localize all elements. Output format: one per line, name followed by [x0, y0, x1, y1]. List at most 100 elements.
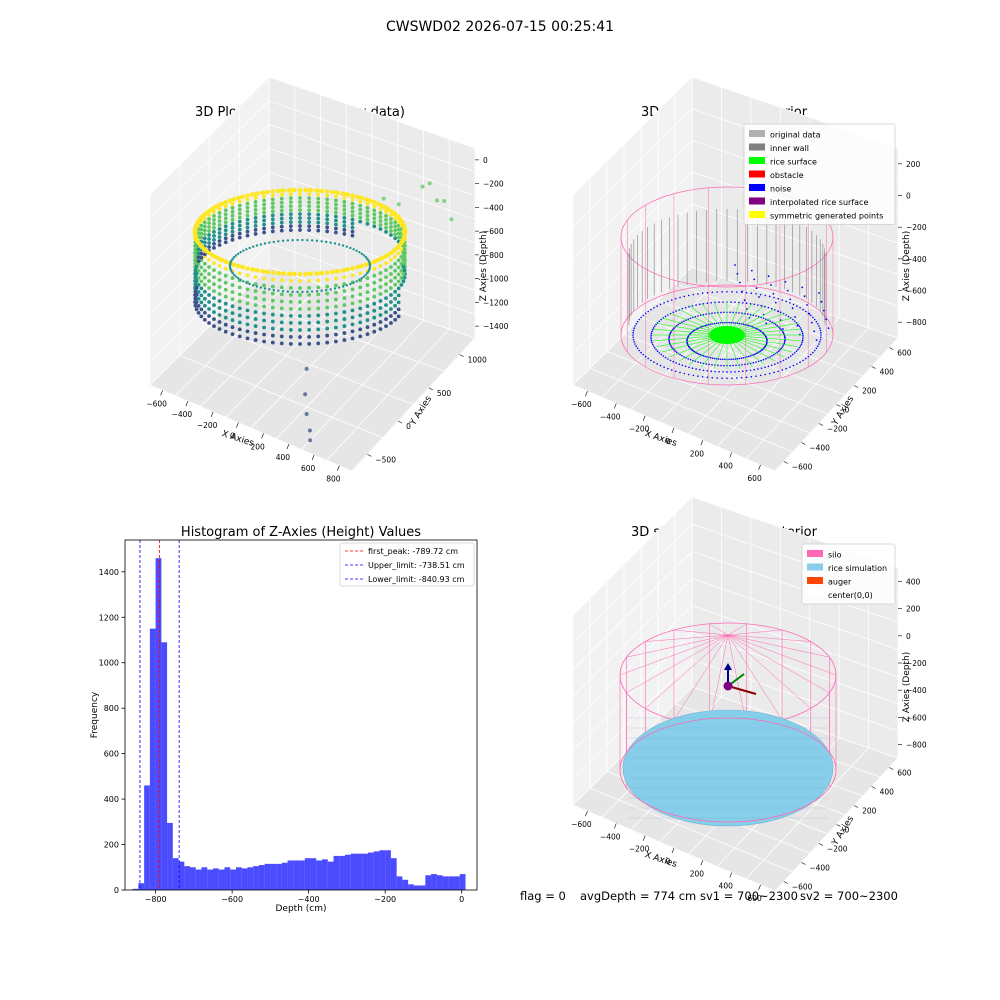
classify-noise-point: [777, 310, 780, 313]
raw-point: [262, 325, 266, 330]
classify-z-tick-label: −800: [906, 318, 927, 327]
raw-point: [341, 244, 345, 247]
raw-point: [307, 285, 312, 290]
sim-gridline-y: [572, 615, 776, 892]
sim-legend-swatch: [807, 550, 823, 557]
histogram-y-ticks: 0 200 400 600 800 1000 1200 1400: [99, 568, 125, 895]
classify-y-tick-label: 600: [897, 349, 912, 358]
raw-point: [286, 271, 292, 277]
classify-noise-point: [774, 323, 777, 326]
classify-noise-point: [757, 360, 760, 363]
classify-noise-point: [675, 351, 678, 354]
raw-point: [223, 259, 229, 264]
raw-point: [212, 218, 216, 222]
raw-point: [219, 201, 225, 207]
classify-noise-point: [698, 303, 701, 306]
raw-point: [330, 189, 335, 195]
raw-point: [372, 301, 377, 306]
classify-noise-point: [714, 312, 716, 314]
raw-point: [325, 193, 330, 198]
classify-y-tick-mark: [801, 442, 806, 445]
raw-point: [223, 294, 228, 299]
raw-gridline-y: [179, 165, 383, 439]
sim-legend-label: silo: [828, 551, 842, 560]
histogram-bar: [213, 868, 219, 890]
classify-noise-point: [692, 330, 695, 332]
classify-noise-point: [785, 358, 787, 360]
classify-noise-point: [684, 306, 687, 309]
classify-z-tick-label: −600: [906, 287, 927, 296]
classify-noise-point: [806, 304, 808, 306]
raw-point: [230, 311, 235, 316]
raw-y-tick-label: 1000: [468, 356, 487, 365]
raw-point: [335, 268, 340, 274]
raw-point: [202, 310, 207, 315]
histogram-bar: [201, 867, 208, 890]
raw-point: [384, 282, 388, 286]
raw-point: [396, 293, 401, 298]
classify-noise-point: [749, 369, 752, 372]
sim-z-tick-label: −600: [906, 713, 927, 722]
classify-noise-point: [653, 361, 655, 364]
raw-point: [316, 306, 321, 311]
sim-x-tick-mark: [614, 823, 617, 829]
classify-noise-point: [741, 312, 743, 315]
classify-noise-point: [809, 314, 812, 317]
classify-noise-point: [796, 324, 799, 327]
raw-point: [378, 320, 383, 324]
raw-point: [325, 319, 330, 324]
classify-noise-point: [709, 323, 712, 325]
classify-noise-point: [672, 360, 675, 363]
raw-point: [379, 256, 384, 261]
raw-point: [230, 297, 235, 302]
classify-noise-point: [750, 292, 753, 295]
classify-noise-point: [747, 324, 750, 327]
classify-noise-point: [816, 323, 819, 325]
classify-noise-point: [674, 350, 677, 352]
classify-noise-point: [650, 359, 652, 362]
raw-point: [342, 216, 347, 220]
classify-noise-point: [759, 350, 762, 352]
raw-point: [288, 196, 293, 201]
raw-point: [288, 212, 293, 217]
classify-noise-point: [706, 376, 709, 379]
raw-point: [325, 217, 330, 222]
raw-point: [262, 297, 266, 302]
raw-point: [217, 327, 222, 331]
raw-point: [212, 214, 216, 218]
raw-point: [325, 326, 330, 331]
raw-point: [207, 233, 211, 237]
raw-point: [196, 296, 201, 301]
raw-gridline-y: [268, 77, 476, 339]
raw-point: [202, 317, 207, 322]
raw-point: [270, 319, 275, 324]
sim-axis-x: [727, 685, 757, 695]
raw-point: [270, 229, 275, 234]
histogram-y-tick-label: 800: [104, 704, 119, 713]
raw-point: [399, 247, 404, 252]
classify-noise-point: [782, 332, 785, 335]
sim-gridline-y: [589, 598, 793, 873]
classify-noise-point: [692, 293, 695, 296]
raw-point: [253, 296, 258, 300]
raw-point: [310, 290, 314, 293]
raw-point: [202, 236, 207, 241]
raw-point: [207, 321, 211, 325]
simulation-3d-plot: 3D simulation of Silo Interior −600−400−…: [571, 496, 927, 903]
raw-point: [378, 264, 383, 268]
raw-point: [298, 307, 302, 311]
classify-noise-point: [640, 316, 642, 319]
sim-silo-roof-line: [626, 634, 729, 658]
classify-noise-point: [702, 355, 705, 357]
classify-noise-point: [749, 313, 752, 316]
raw-point: [342, 208, 347, 212]
raw-point: [307, 313, 312, 318]
raw-point: [202, 268, 207, 273]
raw-point: [270, 291, 275, 296]
sim-y-tick-label: 600: [897, 769, 912, 778]
histogram-y-label: Frequency: [90, 691, 100, 738]
raw-point: [279, 208, 284, 213]
raw-point: [288, 192, 293, 197]
classify-z-tick-label: 200: [906, 160, 921, 169]
raw-point: [262, 194, 266, 199]
